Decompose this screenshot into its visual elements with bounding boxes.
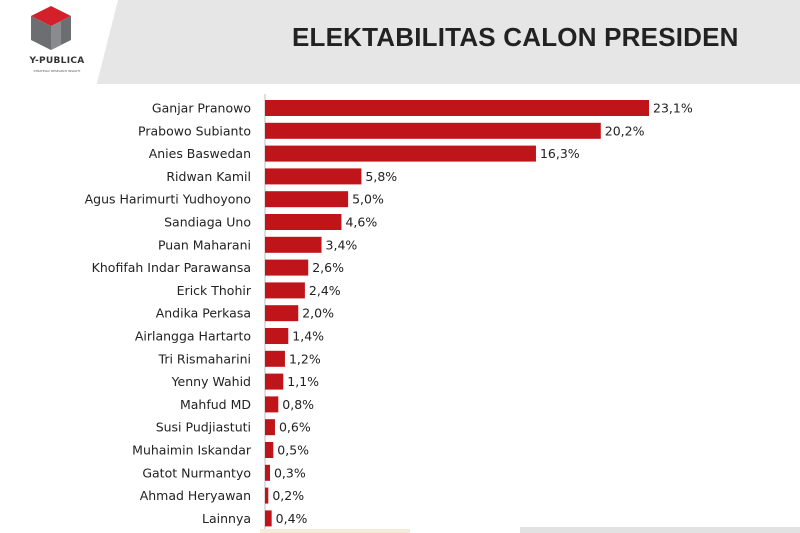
category-label: Mahfud MD — [180, 397, 251, 412]
value-label: 20,2% — [605, 123, 645, 138]
value-label: 5,0% — [352, 192, 384, 207]
bar — [265, 510, 272, 527]
bar — [265, 122, 601, 139]
bar — [265, 487, 269, 504]
logo: Y-PUBLICA STRATEGIC RESEARCH INSIGHT — [0, 0, 118, 84]
category-label: Sandiaga Uno — [164, 215, 251, 230]
category-label: Tri Rismaharini — [158, 351, 251, 366]
category-label: Puan Maharani — [158, 237, 251, 252]
category-label: Agus Harimurti Yudhoyono — [85, 192, 251, 207]
bar — [265, 350, 285, 367]
value-label: 2,4% — [309, 283, 341, 298]
bar — [265, 396, 279, 413]
value-label: 1,4% — [292, 329, 324, 344]
page-title: ELEKTABILITAS CALON PRESIDEN — [292, 22, 739, 52]
bar — [265, 191, 349, 208]
value-label: 4,6% — [345, 215, 377, 230]
bar — [265, 282, 305, 299]
value-label: 1,1% — [287, 374, 319, 389]
category-label: Andika Perkasa — [156, 306, 251, 321]
bar — [265, 419, 275, 436]
header-band: Y-PUBLICA STRATEGIC RESEARCH INSIGHT ELE… — [0, 0, 800, 84]
bar — [265, 168, 362, 185]
bar — [265, 236, 322, 253]
value-label: 1,2% — [289, 351, 321, 366]
bar — [265, 100, 649, 116]
category-label: Prabowo Subianto — [138, 123, 251, 138]
bar — [265, 214, 342, 230]
category-label: Anies Baswedan — [149, 146, 251, 161]
bar — [265, 442, 274, 458]
category-label: Susi Pudjiastuti — [156, 420, 251, 435]
category-label: Lainnya — [202, 511, 251, 526]
value-label: 23,1% — [653, 101, 693, 116]
value-label: 16,3% — [540, 146, 580, 161]
value-label: 2,0% — [302, 306, 334, 321]
category-label: Airlangga Hartarto — [135, 329, 251, 344]
value-label: 3,4% — [326, 237, 358, 252]
bar — [265, 373, 284, 390]
category-label: Ahmad Heryawan — [140, 488, 251, 503]
category-label: Erick Thohir — [177, 283, 252, 298]
bar — [265, 328, 289, 344]
bar — [265, 464, 270, 481]
category-label: Ganjar Pranowo — [152, 101, 251, 116]
value-label: 0,4% — [276, 511, 308, 526]
value-label: 0,3% — [274, 465, 306, 480]
value-label: 0,5% — [277, 443, 309, 458]
value-label: 2,6% — [312, 260, 344, 275]
bar — [265, 305, 299, 322]
bar — [265, 259, 309, 276]
value-label: 5,8% — [365, 169, 397, 184]
value-label: 0,8% — [282, 397, 314, 412]
cube-logo-icon — [31, 6, 71, 50]
category-label: Khofifah Indar Parawansa — [92, 260, 251, 275]
category-label: Gatot Nurmantyo — [142, 465, 251, 480]
category-label: Muhaimin Iskandar — [132, 443, 252, 458]
bar — [265, 145, 536, 162]
value-label: 0,2% — [272, 488, 304, 503]
decorative-strip — [520, 527, 800, 533]
value-label: 0,6% — [279, 420, 311, 435]
category-label: Ridwan Kamil — [166, 169, 251, 184]
logo-tagline: STRATEGIC RESEARCH INSIGHT — [33, 69, 81, 73]
logo-name: Y-PUBLICA — [29, 56, 85, 66]
decorative-strip — [260, 529, 410, 533]
bar-chart: Ganjar Pranowo 23,1% Prabowo Subianto 20,2%… — [85, 94, 693, 531]
category-label: Yenny Wahid — [171, 374, 251, 389]
